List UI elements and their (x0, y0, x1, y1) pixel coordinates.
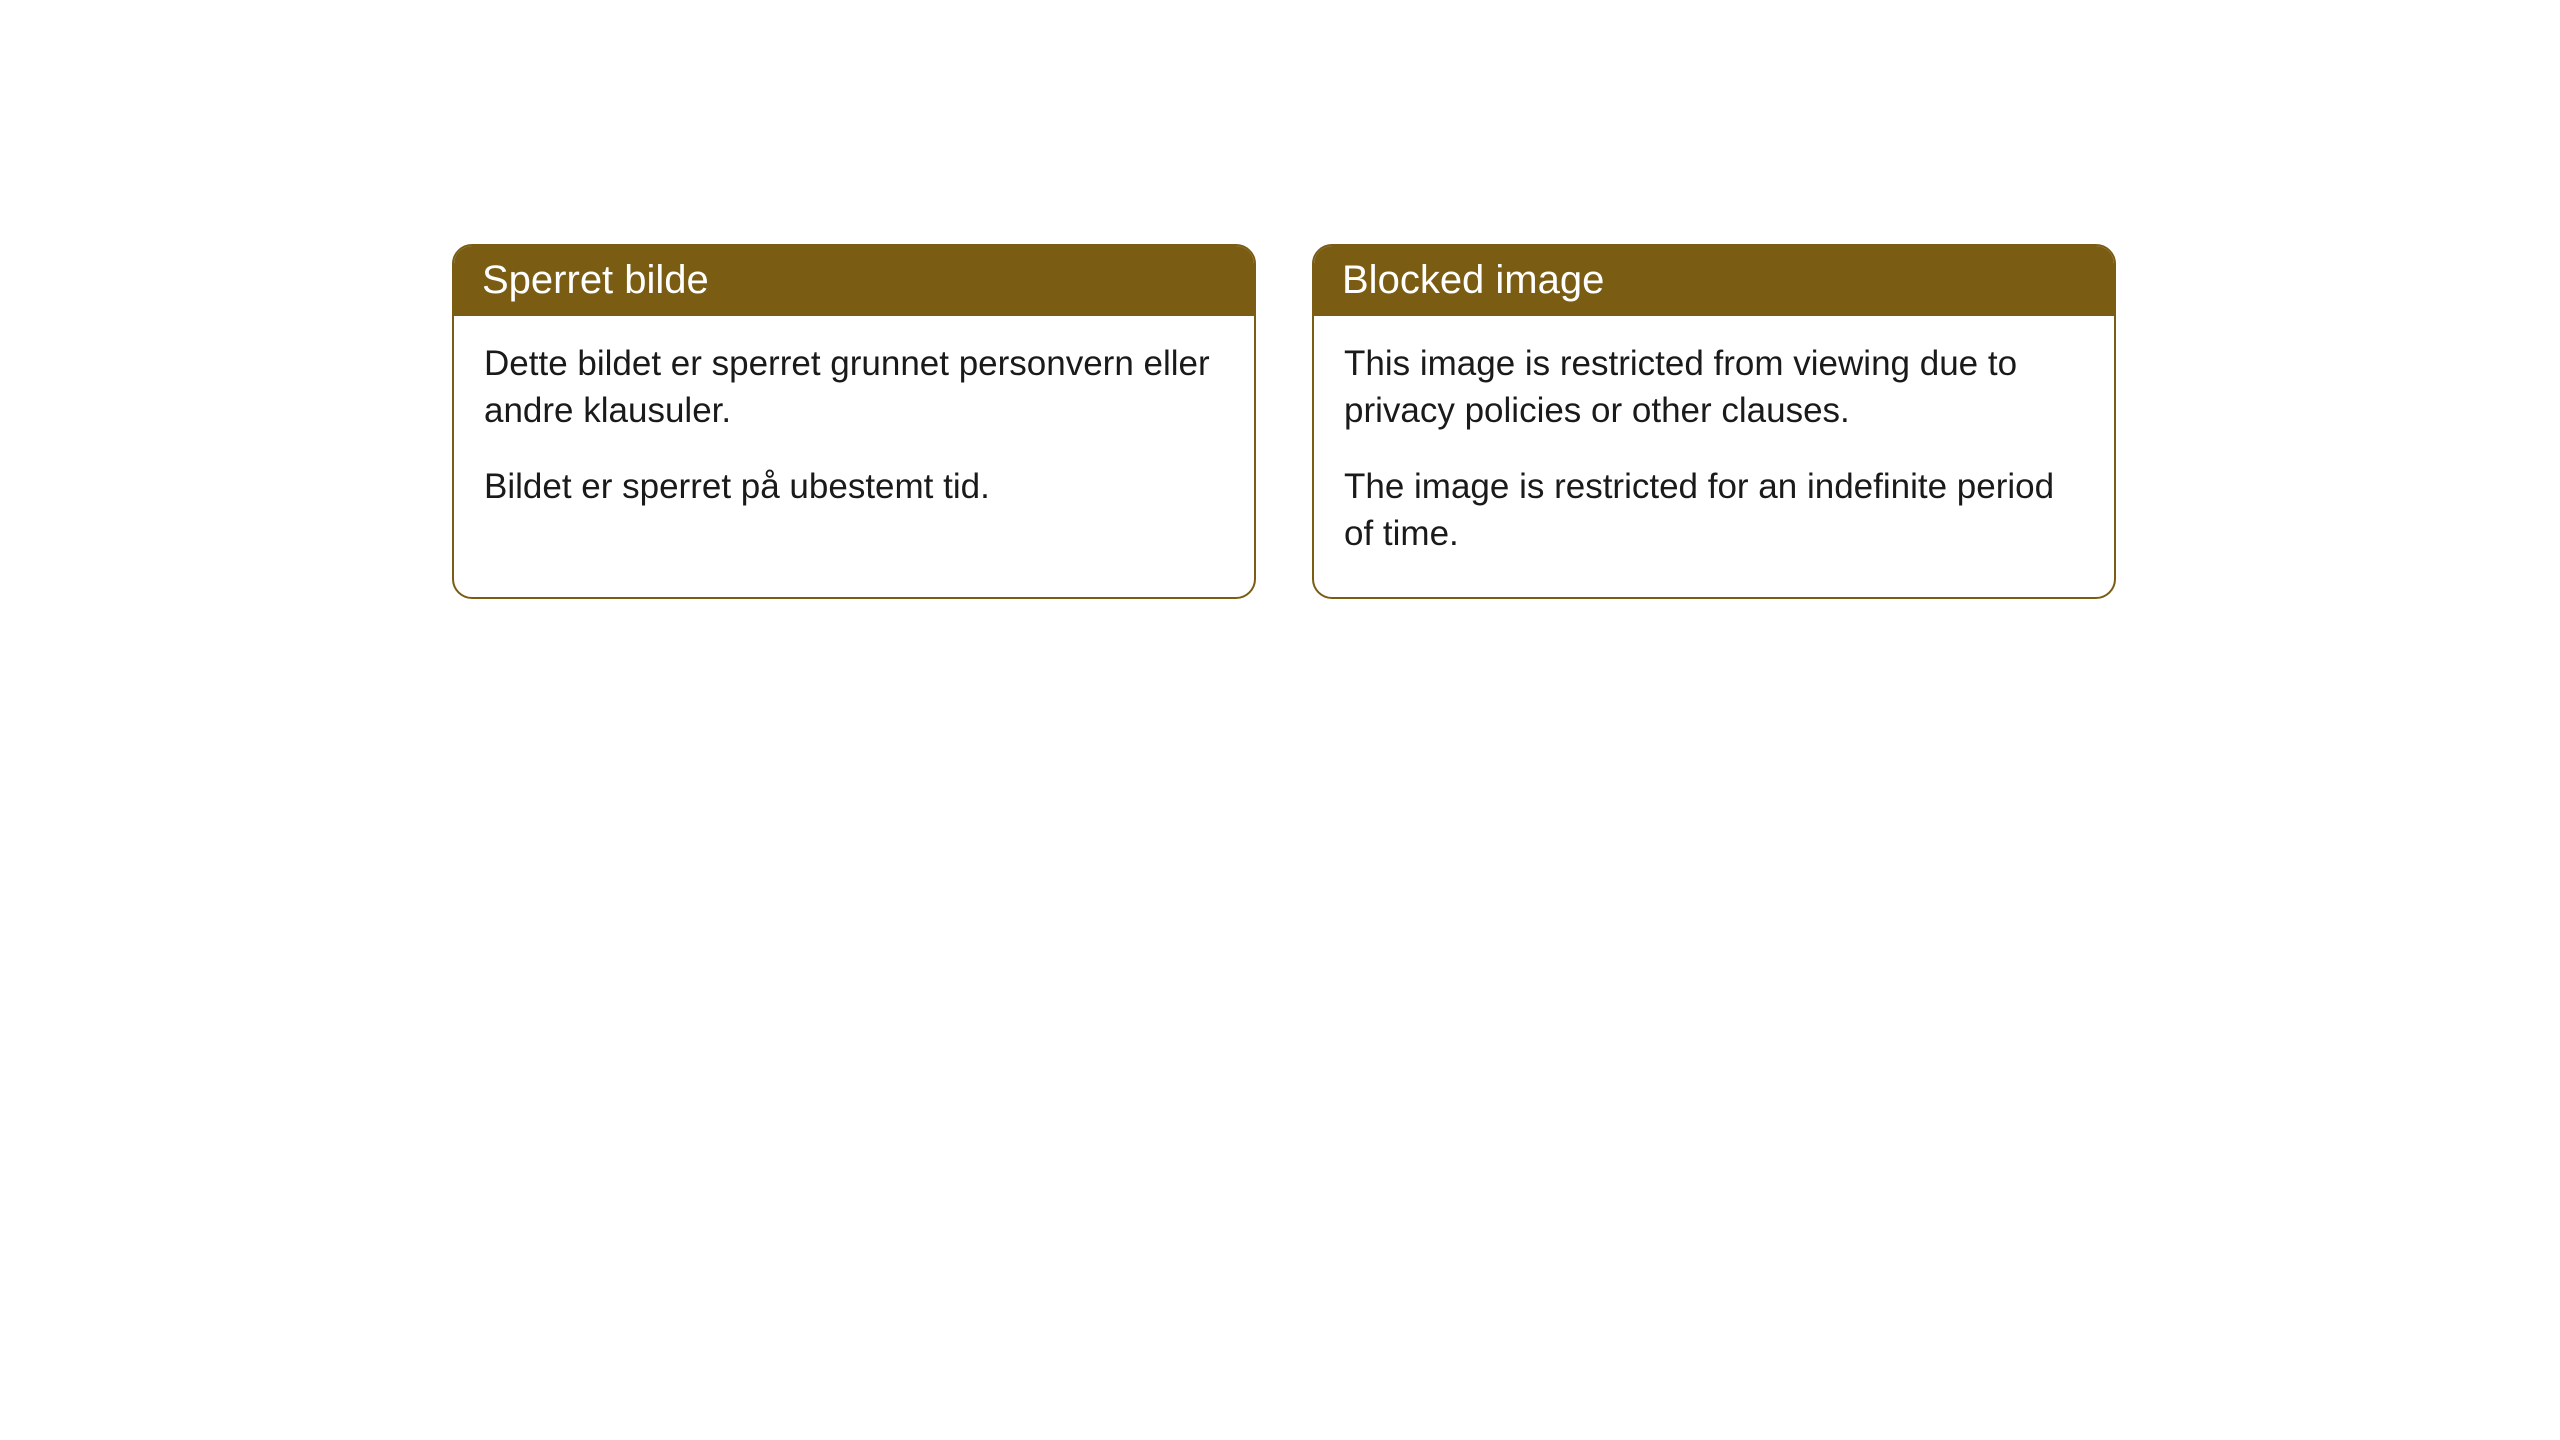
card-text-en-1: This image is restricted from viewing du… (1344, 340, 2084, 435)
card-text-no-2: Bildet er sperret på ubestemt tid. (484, 463, 1224, 510)
card-text-en-2: The image is restricted for an indefinit… (1344, 463, 2084, 558)
card-header-en: Blocked image (1314, 246, 2114, 316)
card-body-no: Dette bildet er sperret grunnet personve… (454, 316, 1254, 550)
card-text-no-1: Dette bildet er sperret grunnet personve… (484, 340, 1224, 435)
card-header-no: Sperret bilde (454, 246, 1254, 316)
card-body-en: This image is restricted from viewing du… (1314, 316, 2114, 597)
notice-cards-container: Sperret bilde Dette bildet er sperret gr… (0, 0, 2560, 599)
blocked-image-card-en: Blocked image This image is restricted f… (1312, 244, 2116, 599)
blocked-image-card-no: Sperret bilde Dette bildet er sperret gr… (452, 244, 1256, 599)
